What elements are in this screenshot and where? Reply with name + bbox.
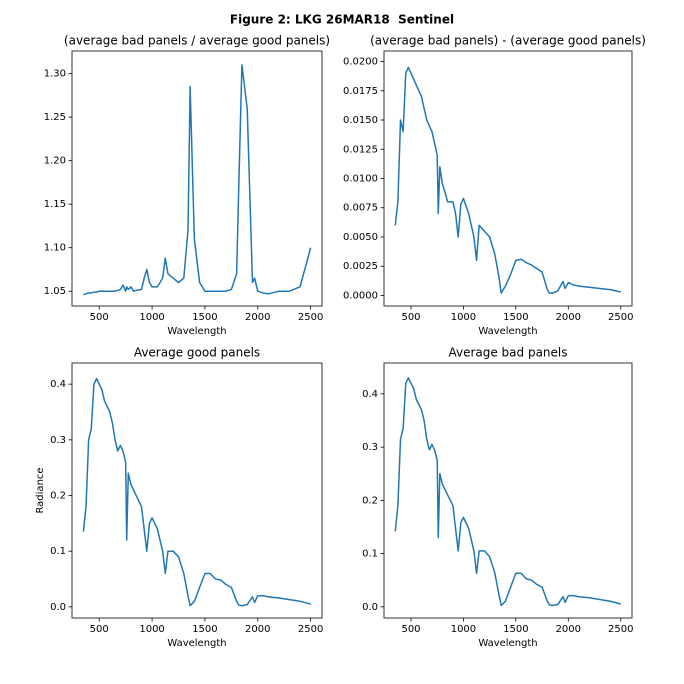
y-tick-label: 1.10 <box>44 243 66 254</box>
y-tick-label: 1.20 <box>44 156 66 167</box>
y-tick-label: 0.1 <box>362 549 378 560</box>
x-tick-label: 2500 <box>298 312 323 323</box>
x-tick-label: 1000 <box>451 624 476 635</box>
axes-frame <box>383 362 633 619</box>
axes-frame <box>71 50 323 307</box>
y-tick-label: 1.30 <box>44 69 66 80</box>
y-tick-label: 0.2 <box>50 491 66 502</box>
subplot-title: Average good panels <box>134 346 260 360</box>
axes-frame <box>71 362 323 619</box>
subplot-title: (average bad panels) - (average good pan… <box>370 34 646 48</box>
y-tick-label: 0.3 <box>50 435 66 446</box>
y-tick-label: 0.0200 <box>343 57 378 68</box>
y-tick-label: 0.0050 <box>343 232 378 243</box>
x-tick-label: 2500 <box>608 624 633 635</box>
y-tick-label: 0.0175 <box>343 86 378 97</box>
y-tick-label: 1.25 <box>44 112 66 123</box>
y-tick-label: 0.4 <box>362 389 378 400</box>
figure-title: Figure 2: LKG 26MAR18 Sentinel <box>230 13 454 27</box>
x-tick-label: 2000 <box>245 312 270 323</box>
x-tick-label: 2000 <box>556 624 581 635</box>
data-line <box>394 377 621 607</box>
y-tick-label: 0.0125 <box>343 144 378 155</box>
y-tick-label: 0.2 <box>362 495 378 506</box>
x-tick-label: 1500 <box>192 312 217 323</box>
x-tick-label: 1000 <box>139 624 164 635</box>
data-line <box>83 64 312 296</box>
x-tick-label: 1500 <box>192 624 217 635</box>
x-tick-label: 500 <box>401 312 420 323</box>
x-tick-label: 1500 <box>503 624 528 635</box>
y-tick-label: 0.0150 <box>343 115 378 126</box>
x-tick-label: 500 <box>90 624 109 635</box>
y-tick-label: 1.15 <box>44 199 66 210</box>
y-tick-label: 0.0075 <box>343 203 378 214</box>
x-tick-label: 1000 <box>451 312 476 323</box>
y-tick-label: 0.0 <box>50 602 66 613</box>
x-tick-label: 2000 <box>245 624 270 635</box>
x-tick-label: 1000 <box>139 312 164 323</box>
x-tick-label: 500 <box>90 312 109 323</box>
data-line <box>82 377 311 607</box>
subplot-title: (average bad panels / average good panel… <box>64 34 330 48</box>
y-tick-label: 0.0025 <box>343 261 378 272</box>
y-tick-label: 1.05 <box>44 286 66 297</box>
subplot-title: Average bad panels <box>448 346 567 360</box>
y-tick-label: 0.0000 <box>343 290 378 301</box>
x-axis-label: Wavelength <box>478 638 537 649</box>
y-tick-label: 0.1 <box>50 546 66 557</box>
data-line <box>394 66 621 294</box>
x-axis-label: Wavelength <box>478 326 537 337</box>
x-tick-label: 2000 <box>556 312 581 323</box>
y-tick-label: 0.3 <box>362 442 378 453</box>
x-axis-label: Wavelength <box>167 638 226 649</box>
y-tick-label: 0.0100 <box>343 174 378 185</box>
y-tick-label: 0.4 <box>50 379 66 390</box>
x-axis-label: Wavelength <box>167 326 226 337</box>
x-tick-label: 1500 <box>503 312 528 323</box>
y-tick-label: 0.0 <box>362 602 378 613</box>
x-tick-label: 2500 <box>298 624 323 635</box>
x-tick-label: 2500 <box>608 312 633 323</box>
x-tick-label: 500 <box>401 624 420 635</box>
y-axis-label: Radiance <box>35 467 46 513</box>
